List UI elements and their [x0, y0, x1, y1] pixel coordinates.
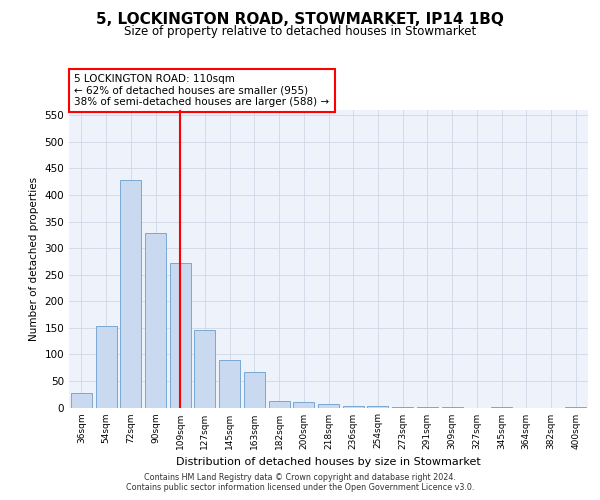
Bar [194, 330, 215, 407]
Bar [219, 360, 240, 408]
Bar [343, 406, 364, 408]
Bar [244, 372, 265, 408]
Bar [120, 180, 141, 408]
Text: Contains HM Land Registry data © Crown copyright and database right 2024.
Contai: Contains HM Land Registry data © Crown c… [126, 473, 474, 492]
Bar [71, 392, 92, 407]
X-axis label: Distribution of detached houses by size in Stowmarket: Distribution of detached houses by size … [176, 457, 481, 467]
Text: Size of property relative to detached houses in Stowmarket: Size of property relative to detached ho… [124, 25, 476, 38]
Text: 5 LOCKINGTON ROAD: 110sqm
← 62% of detached houses are smaller (955)
38% of semi: 5 LOCKINGTON ROAD: 110sqm ← 62% of detac… [74, 74, 329, 107]
Bar [269, 401, 290, 407]
Bar [293, 402, 314, 407]
Bar [491, 407, 512, 408]
Bar [95, 326, 116, 407]
Bar [417, 407, 438, 408]
Text: 5, LOCKINGTON ROAD, STOWMARKET, IP14 1BQ: 5, LOCKINGTON ROAD, STOWMARKET, IP14 1BQ [96, 12, 504, 28]
Bar [318, 404, 339, 407]
Bar [170, 263, 191, 408]
Bar [442, 407, 463, 408]
Y-axis label: Number of detached properties: Number of detached properties [29, 176, 39, 341]
Bar [565, 407, 586, 408]
Bar [145, 233, 166, 408]
Bar [367, 406, 388, 407]
Bar [392, 407, 413, 408]
